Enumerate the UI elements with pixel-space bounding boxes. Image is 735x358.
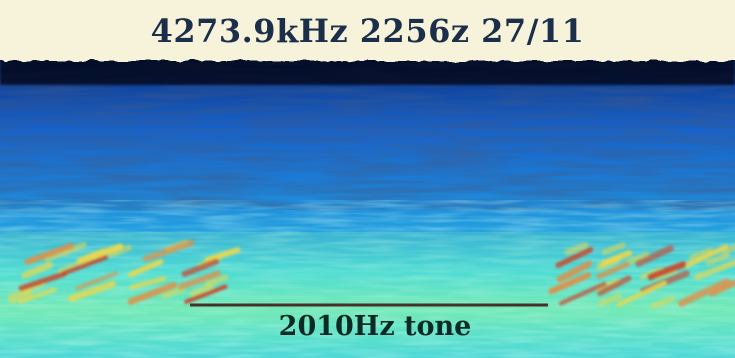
signal-halo bbox=[161, 286, 186, 300]
signal-streak bbox=[556, 260, 593, 283]
signal-halo bbox=[204, 274, 229, 288]
signal-streak bbox=[601, 250, 633, 266]
signal-streak bbox=[684, 244, 729, 269]
signal-halo bbox=[62, 242, 87, 255]
signal-streak bbox=[635, 245, 674, 267]
signal-halo bbox=[625, 252, 650, 266]
signal-streak bbox=[647, 261, 687, 281]
signal-streak bbox=[677, 278, 731, 307]
signal-streak bbox=[616, 280, 667, 307]
signal-halo bbox=[650, 295, 675, 309]
signal-streak bbox=[177, 270, 222, 290]
signal-halo bbox=[8, 291, 33, 304]
signal-streak bbox=[24, 242, 75, 265]
signal-halo bbox=[57, 261, 82, 274]
signal-streak bbox=[21, 261, 54, 279]
signal-streak bbox=[555, 246, 594, 268]
signal-streak bbox=[548, 272, 592, 295]
signal-streak bbox=[127, 281, 178, 305]
signal-halo bbox=[705, 252, 730, 266]
signal-streak bbox=[204, 247, 241, 263]
signal-halo bbox=[601, 242, 626, 256]
signal-halo bbox=[598, 293, 623, 307]
signal-streak bbox=[184, 284, 228, 304]
signal-streak bbox=[75, 271, 118, 291]
signal-streak bbox=[18, 287, 57, 304]
signal-streak bbox=[181, 258, 220, 277]
signal-streak bbox=[694, 259, 735, 280]
signal-streak bbox=[142, 239, 195, 262]
signal-streak bbox=[129, 276, 167, 290]
signal-halo bbox=[688, 247, 713, 261]
signal-streak bbox=[76, 243, 124, 265]
header-band bbox=[0, 0, 735, 61]
signal-halo bbox=[189, 283, 214, 297]
signal-halo bbox=[108, 244, 132, 258]
signal-streak bbox=[558, 281, 607, 306]
signal-halo bbox=[564, 242, 589, 256]
signal-halo bbox=[7, 287, 32, 301]
signal-streak bbox=[597, 275, 632, 296]
signal-halo bbox=[721, 244, 735, 255]
signal-streaks bbox=[7, 239, 735, 309]
signal-streak bbox=[128, 259, 164, 278]
signal-streak bbox=[67, 280, 117, 302]
signal-streak bbox=[18, 271, 67, 291]
signal-streak bbox=[596, 261, 631, 280]
signal-streak bbox=[709, 279, 735, 297]
signal-streak bbox=[61, 255, 109, 276]
signal-halo bbox=[44, 249, 68, 262]
